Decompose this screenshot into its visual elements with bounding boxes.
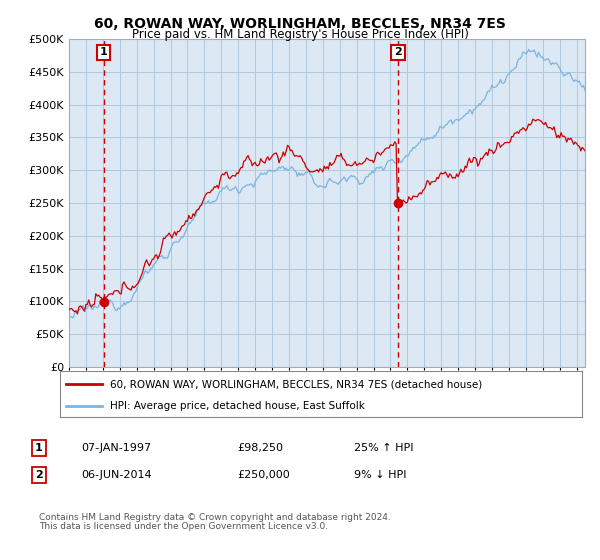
Text: £250,000: £250,000 — [237, 470, 290, 480]
Text: 07-JAN-1997: 07-JAN-1997 — [81, 443, 151, 453]
Text: 1: 1 — [100, 47, 107, 57]
Text: This data is licensed under the Open Government Licence v3.0.: This data is licensed under the Open Gov… — [39, 522, 328, 531]
Text: 1: 1 — [35, 443, 43, 453]
Text: 25% ↑ HPI: 25% ↑ HPI — [354, 443, 413, 453]
Text: HPI: Average price, detached house, East Suffolk: HPI: Average price, detached house, East… — [110, 401, 364, 410]
Text: Price paid vs. HM Land Registry's House Price Index (HPI): Price paid vs. HM Land Registry's House … — [131, 28, 469, 41]
Text: 60, ROWAN WAY, WORLINGHAM, BECCLES, NR34 7ES (detached house): 60, ROWAN WAY, WORLINGHAM, BECCLES, NR34… — [110, 379, 482, 389]
Text: 06-JUN-2014: 06-JUN-2014 — [81, 470, 152, 480]
Text: £98,250: £98,250 — [237, 443, 283, 453]
Text: Contains HM Land Registry data © Crown copyright and database right 2024.: Contains HM Land Registry data © Crown c… — [39, 513, 391, 522]
Text: 2: 2 — [35, 470, 43, 480]
Text: 2: 2 — [394, 47, 402, 57]
Text: 9% ↓ HPI: 9% ↓ HPI — [354, 470, 407, 480]
Text: 60, ROWAN WAY, WORLINGHAM, BECCLES, NR34 7ES: 60, ROWAN WAY, WORLINGHAM, BECCLES, NR34… — [94, 17, 506, 31]
